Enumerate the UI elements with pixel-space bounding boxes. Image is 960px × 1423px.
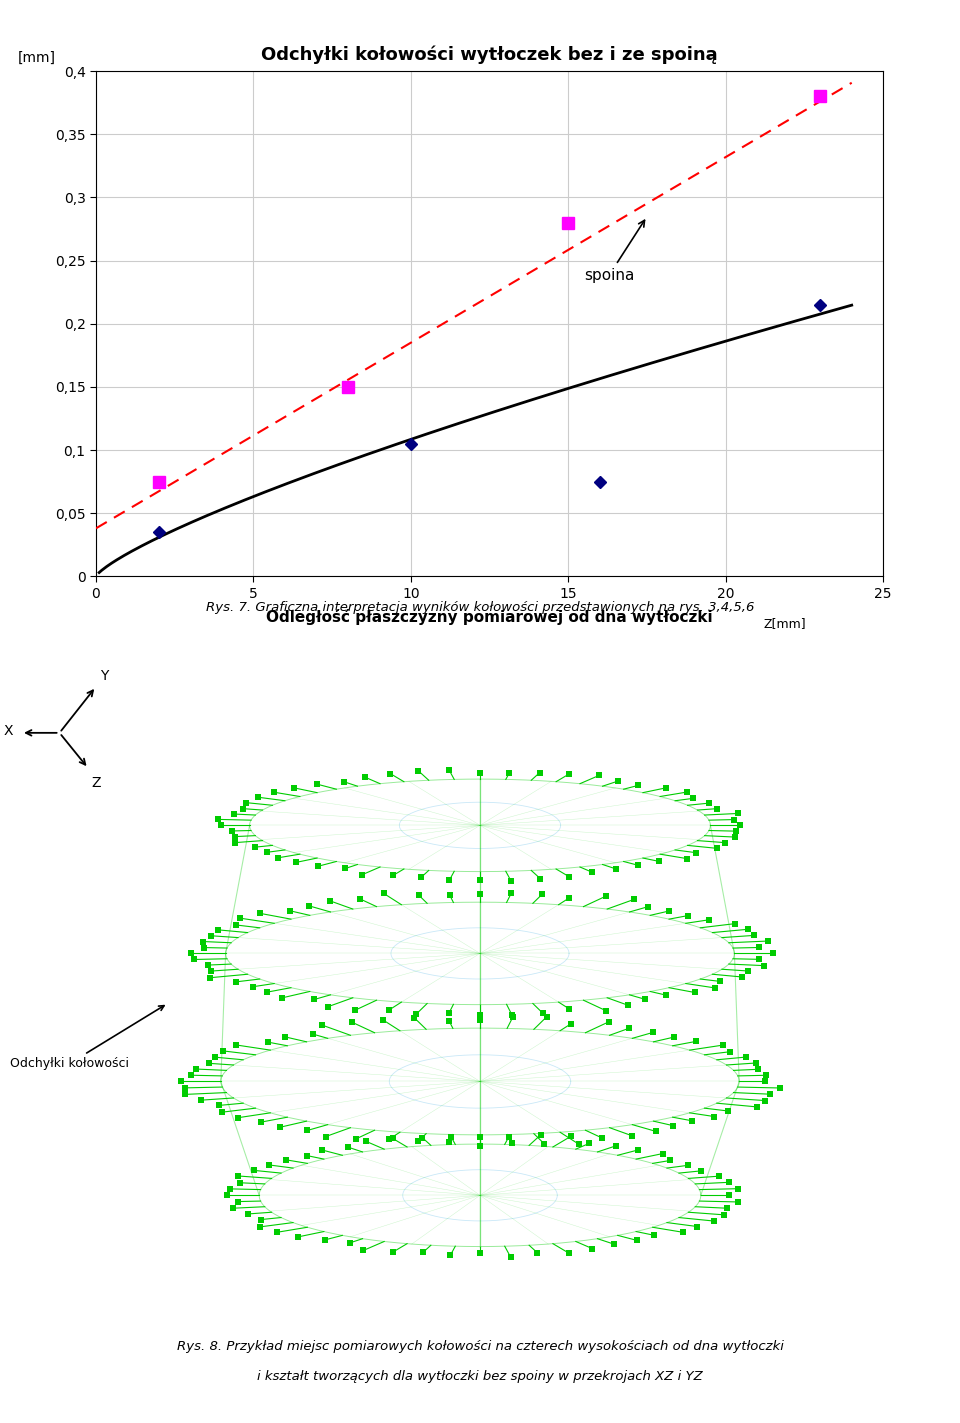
Text: Rys. 8. Przykład miejsc pomiarowych kołowości na czterech wysokościach od dna wy: Rys. 8. Przykład miejsc pomiarowych koło… bbox=[177, 1340, 783, 1353]
Text: Y: Y bbox=[100, 669, 108, 683]
Text: Z: Z bbox=[91, 776, 101, 790]
Text: [mm]: [mm] bbox=[17, 51, 56, 65]
Text: i kształt tworzących dla wytłoczki bez spoiny w przekrojach XZ i YZ: i kształt tworzących dla wytłoczki bez s… bbox=[257, 1370, 703, 1383]
Title: Odchyłki kołowości wytłoczek bez i ze spoiną: Odchyłki kołowości wytłoczek bez i ze sp… bbox=[261, 46, 718, 64]
Text: Odchyłki kołowości: Odchyłki kołowości bbox=[10, 1006, 164, 1070]
Text: Z[mm]: Z[mm] bbox=[763, 616, 806, 630]
Text: X: X bbox=[4, 724, 13, 737]
Text: Rys. 7. Graficzna interpretacja wyników kołowości przedstawionych na rys. 3,4,5,: Rys. 7. Graficzna interpretacja wyników … bbox=[205, 601, 755, 613]
X-axis label: Odległość płaszczyzny pomiarowej od dna wytłoczki: Odległość płaszczyzny pomiarowej od dna … bbox=[266, 609, 713, 625]
Text: spoina: spoina bbox=[584, 221, 644, 283]
